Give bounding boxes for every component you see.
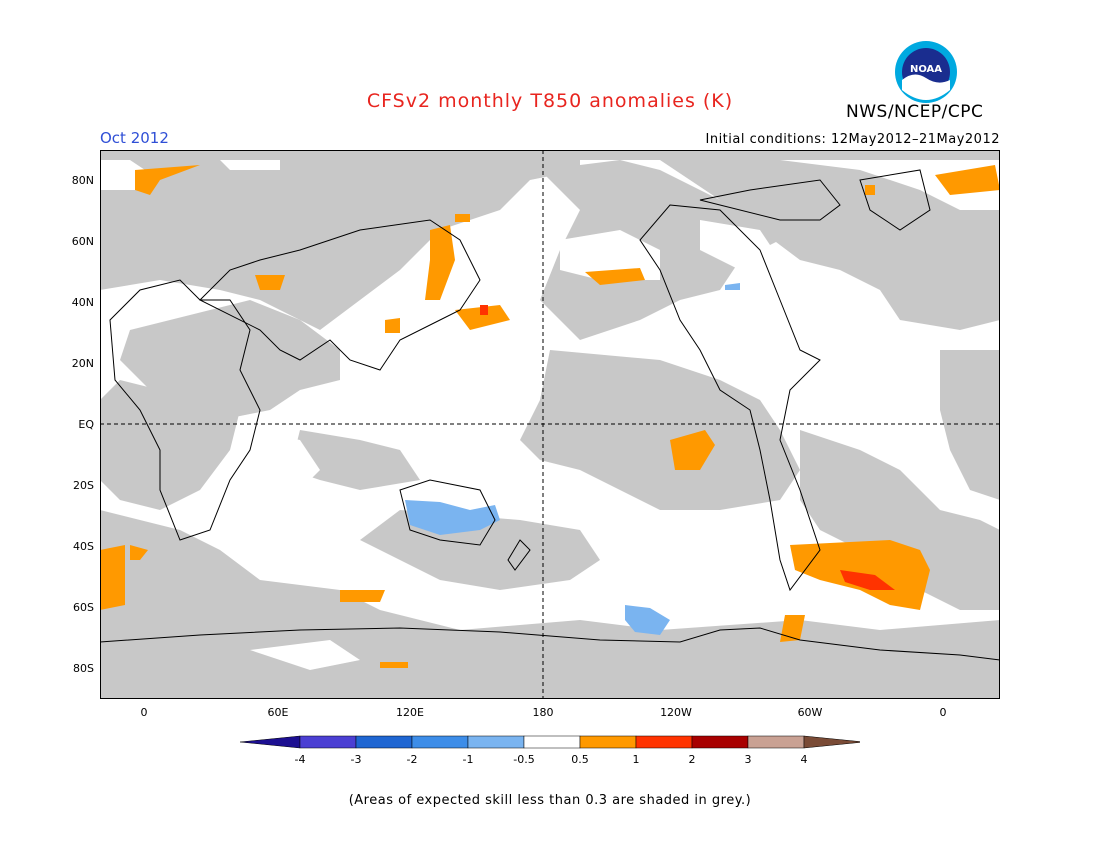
colorbar-segment bbox=[579, 735, 637, 749]
initial-conditions: Initial conditions: 12May2012–21May2012 bbox=[705, 132, 1000, 147]
colorbar-segment bbox=[803, 735, 865, 749]
colorbar-segment bbox=[355, 735, 413, 749]
lon-label: 120W bbox=[660, 706, 692, 719]
lat-label: 60N bbox=[71, 235, 94, 248]
colorbar-label: -2 bbox=[406, 753, 418, 766]
noaa-logo: NOAA bbox=[894, 40, 958, 104]
colorbar-label: -1 bbox=[462, 753, 474, 766]
colorbar-label: 2 bbox=[688, 753, 696, 766]
anomaly-map bbox=[99, 150, 1001, 699]
colorbar-label: 1 bbox=[632, 753, 640, 766]
lat-label: 20N bbox=[71, 357, 94, 370]
lon-label: 60W bbox=[797, 706, 823, 719]
colorbar-label: 3 bbox=[744, 753, 752, 766]
lat-label: 20S bbox=[73, 479, 94, 492]
lon-label: 120E bbox=[396, 706, 424, 719]
valid-month: Oct 2012 bbox=[100, 129, 169, 147]
colorbar-segment bbox=[635, 735, 693, 749]
lon-label: 180 bbox=[532, 706, 554, 719]
colorbar-label: -0.5 bbox=[513, 753, 535, 766]
colorbar-label: -4 bbox=[294, 753, 306, 766]
footnote: (Areas of expected skill less than 0.3 a… bbox=[348, 793, 752, 808]
lon-label: 60E bbox=[267, 706, 289, 719]
lat-label: 60S bbox=[73, 601, 94, 614]
lat-label: 40S bbox=[73, 540, 94, 553]
strong-positive-anomalies bbox=[480, 305, 895, 590]
colorbar-label: -3 bbox=[350, 753, 362, 766]
map-frame bbox=[100, 150, 1000, 699]
lat-label: EQ bbox=[78, 418, 94, 431]
colorbar-label: 4 bbox=[800, 753, 808, 766]
lon-label: 0 bbox=[939, 706, 947, 719]
colorbar-label: 0.5 bbox=[571, 753, 589, 766]
colorbar-segment bbox=[691, 735, 749, 749]
colorbar-segment bbox=[239, 735, 301, 749]
colorbar-segment bbox=[467, 735, 525, 749]
lat-label: 80S bbox=[73, 662, 94, 675]
logo-text: NOAA bbox=[910, 64, 942, 75]
map-title: CFSv2 monthly T850 anomalies (K) bbox=[366, 90, 734, 112]
colorbar bbox=[239, 733, 865, 755]
lat-label: 80N bbox=[71, 174, 94, 187]
colorbar-segment bbox=[523, 735, 581, 749]
coastlines bbox=[99, 169, 1001, 661]
negative-anomalies bbox=[405, 283, 740, 635]
colorbar-segment bbox=[299, 735, 357, 749]
colorbar-segment bbox=[747, 735, 805, 749]
lon-label: 0 bbox=[140, 706, 148, 719]
lat-label: 40N bbox=[71, 296, 94, 309]
colorbar-segment bbox=[411, 735, 469, 749]
agency-label: NWS/NCEP/CPC bbox=[846, 102, 984, 122]
